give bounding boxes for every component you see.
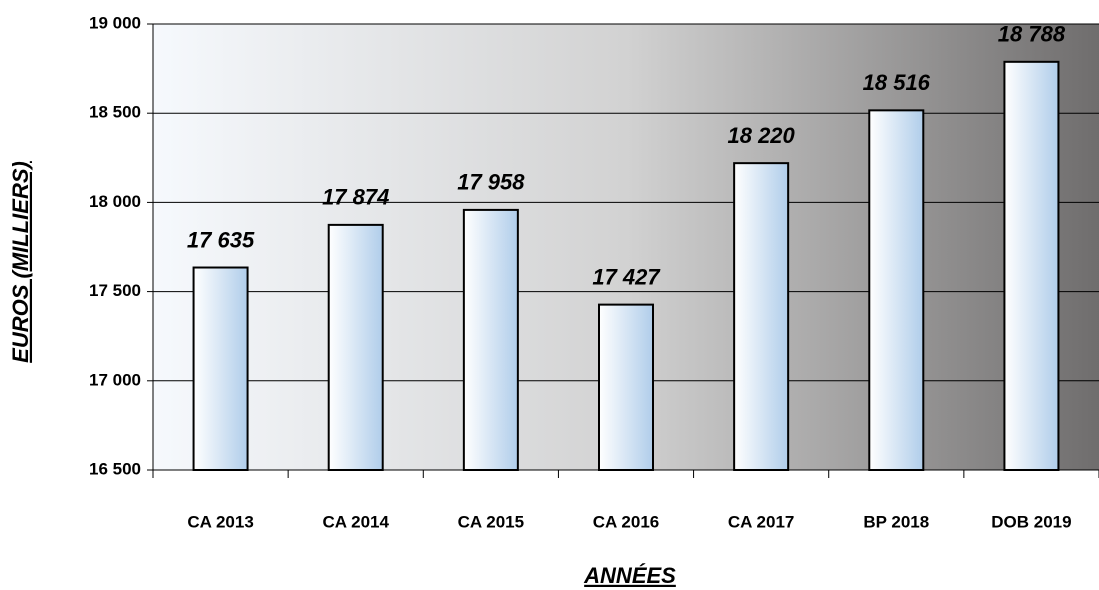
y-axis-title: EUROS (MILLIERS) [8,161,33,363]
value-label: 18 516 [863,70,931,95]
y-tick-label: 17 500 [89,281,141,300]
value-label: 17 874 [322,185,389,210]
value-label: 17 427 [592,264,661,289]
bar [327,223,384,471]
y-tick-label: 18 500 [89,103,141,122]
bar [868,109,925,471]
x-tick-label: CA 2013 [187,512,253,531]
x-tick-label: CA 2014 [322,512,389,531]
y-tick-label: 17 000 [89,370,141,389]
value-label: 18 220 [727,123,795,148]
value-label: 18 788 [998,22,1066,47]
y-tick-label: 18 000 [89,192,141,211]
bar [733,162,790,471]
y-tick-label: 19 000 [89,13,141,32]
y-tick-label: 16 500 [89,459,141,478]
bar [598,303,654,471]
bar [462,208,519,472]
x-axis-title: ANNÉES [583,563,676,588]
value-label: 17 958 [457,170,525,195]
bar [192,266,249,471]
x-tick-label: CA 2015 [458,512,524,531]
bar [1003,60,1060,471]
x-tick-label: CA 2016 [593,512,659,531]
x-tick-label: CA 2017 [728,512,794,531]
value-label: 17 635 [187,227,255,252]
x-tick-label: BP 2018 [863,512,929,531]
x-tick-label: DOB 2019 [991,512,1071,531]
